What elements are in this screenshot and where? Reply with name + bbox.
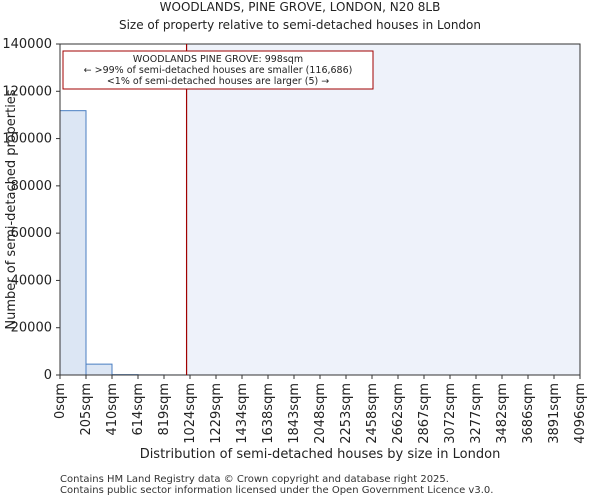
annotation-box xyxy=(62,50,374,90)
x-tick-label: 410sqm xyxy=(105,383,120,436)
bar xyxy=(85,363,113,376)
x-tick-label: 1434sqm xyxy=(235,383,250,444)
bar xyxy=(59,110,87,376)
x-tick-label: 205sqm xyxy=(79,383,94,436)
x-tick-label: 1843sqm xyxy=(287,383,302,444)
y-tick-label: 100000 xyxy=(2,132,52,147)
y-tick-label: 20000 xyxy=(11,321,52,336)
x-tick-label: 2867sqm xyxy=(417,383,432,444)
chart-subtitle: Size of property relative to semi-detach… xyxy=(118,18,481,32)
y-tick-label: 0 xyxy=(44,368,52,383)
y-tick-label: 60000 xyxy=(11,226,52,241)
y-tick-label: 80000 xyxy=(11,179,52,194)
y-axis-label: Number of semi-detached properties xyxy=(4,89,19,329)
y-tick-label: 120000 xyxy=(2,84,52,99)
x-tick-label: 2048sqm xyxy=(313,383,328,444)
x-axis-label: Distribution of semi-detached houses by … xyxy=(140,447,501,462)
x-tick-label: 3686sqm xyxy=(521,383,536,444)
chart-title: WOODLANDS, PINE GROVE, LONDON, N20 8LB xyxy=(159,0,441,14)
annotation-line-3: <1% of semi-detached houses are larger (… xyxy=(107,76,329,87)
x-tick-label: 4096sqm xyxy=(573,383,588,444)
x-tick-label: 2662sqm xyxy=(391,383,406,444)
x-tick-label: 3891sqm xyxy=(547,383,562,444)
x-tick-label: 2253sqm xyxy=(339,383,354,444)
x-tick-label: 3072sqm xyxy=(443,383,458,444)
x-tick-label: 3482sqm xyxy=(495,383,510,444)
y-tick-label: 40000 xyxy=(11,273,52,288)
x-tick-label: 1024sqm xyxy=(183,383,198,444)
annotation-line-2: ← >99% of semi-detached houses are small… xyxy=(84,65,353,76)
x-tick-label: 0sqm xyxy=(53,383,68,419)
histogram-chart: 0 20000 40000 60000 80000 100000 120000 140000 0… xyxy=(2,37,588,462)
x-tick-label: 1638sqm xyxy=(261,383,276,444)
x-tick-label: 3277sqm xyxy=(469,383,484,444)
y-tick-label: 140000 xyxy=(2,37,52,52)
footer-copyright: Contains HM Land Registry data © Crown c… xyxy=(60,474,449,485)
x-tick-label: 819sqm xyxy=(157,383,172,436)
x-tick-label: 614sqm xyxy=(131,383,146,436)
x-tick-label: 2458sqm xyxy=(365,383,380,444)
footer-licence: Contains public sector information licen… xyxy=(60,485,494,496)
x-tick-label: 1229sqm xyxy=(209,383,224,444)
annotation-line-1: WOODLANDS PINE GROVE: 998sqm xyxy=(133,54,303,65)
highlight-region xyxy=(186,44,580,375)
